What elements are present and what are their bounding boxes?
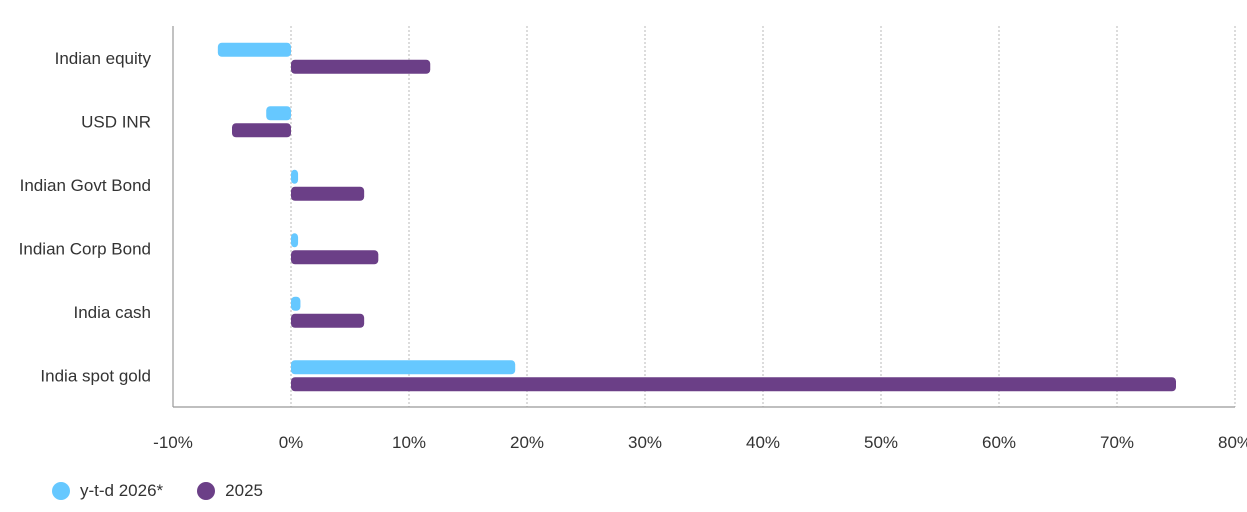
legend-label-2025: 2025 xyxy=(225,481,263,500)
bar-ytd-2026 xyxy=(291,233,299,248)
x-tick-label: 80% xyxy=(1218,433,1247,452)
x-tick-label: 50% xyxy=(864,433,898,452)
x-tick-label: 40% xyxy=(746,433,780,452)
bar-ytd-2026 xyxy=(291,360,516,375)
category-label: Indian equity xyxy=(55,49,152,68)
legend-item-ytd: y-t-d 2026* xyxy=(52,481,163,501)
legend-label-ytd: y-t-d 2026* xyxy=(80,481,164,500)
category-label: India spot gold xyxy=(40,366,151,385)
x-tick-label: 60% xyxy=(982,433,1016,452)
x-tick-label: 70% xyxy=(1100,433,1134,452)
x-tick-label: 0% xyxy=(279,433,304,452)
category-label: Indian Corp Bond xyxy=(19,239,151,258)
x-tick-label: 30% xyxy=(628,433,662,452)
x-tick-label: -10% xyxy=(153,433,193,452)
bar-ytd-2026 xyxy=(217,42,291,57)
bar-ytd-2026 xyxy=(291,296,301,311)
bar-2025 xyxy=(291,186,365,201)
bar-2025 xyxy=(291,377,1176,392)
x-tick-label: 10% xyxy=(392,433,426,452)
category-label: Indian Govt Bond xyxy=(20,176,151,195)
legend-swatch-ytd xyxy=(52,482,70,500)
bar-chart: -10% 0% 10% 20% 30% 40% 50% 60% 70% 80% Indian equ… xyxy=(19,26,1247,452)
bar-ytd-2026 xyxy=(266,106,291,121)
legend: y-t-d 2026* 2025 xyxy=(52,481,297,501)
x-tick-label: 20% xyxy=(510,433,544,452)
legend-swatch-2025 xyxy=(197,482,216,500)
bar-2025 xyxy=(232,123,291,138)
bar-2025 xyxy=(291,250,379,265)
legend-item-2025: 2025 xyxy=(197,481,263,501)
category-label: India cash xyxy=(74,303,152,322)
bar-ytd-2026 xyxy=(291,169,299,184)
bar-2025 xyxy=(291,313,365,328)
bar-2025 xyxy=(291,59,431,74)
category-label: USD INR xyxy=(81,112,151,131)
